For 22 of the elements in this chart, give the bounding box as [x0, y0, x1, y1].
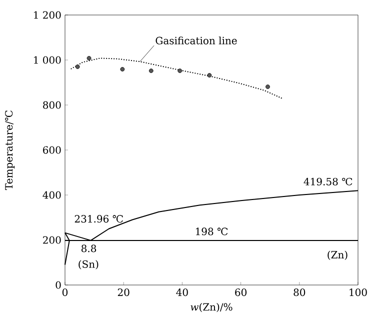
annotation: Gasification line [156, 36, 237, 44]
y-tick-label: 400 [42, 191, 61, 199]
annotation: (Sn) [78, 260, 98, 270]
y-tick-label: 200 [43, 236, 61, 244]
annotation: 8.8 [82, 244, 96, 252]
y-tick-label: 1 200 [34, 11, 61, 19]
annotation: 198 ℃ [196, 228, 228, 236]
y-tick-label: 800 [43, 101, 61, 109]
annotation: 231.96 ℃ [74, 215, 123, 223]
x-tick-label: 40 [176, 288, 188, 296]
x-tick-label: 80 [294, 288, 306, 296]
y-tick-label: 1 000 [34, 56, 61, 64]
x-tick-label: 60 [235, 288, 247, 296]
y-tick-label: 0 [56, 281, 61, 289]
x-axis-title: w(Zn)/% [190, 302, 232, 312]
x-tick-label: 0 [62, 288, 68, 296]
x-tick-label: 20 [118, 288, 130, 296]
y-tick-label: 600 [43, 146, 61, 154]
annotation: (Zn) [328, 250, 348, 260]
y-axis-title: Temperature/℃ [5, 110, 15, 190]
annotation: 419.58 ℃ [304, 178, 352, 186]
x-tick-label: 100 [350, 288, 367, 296]
